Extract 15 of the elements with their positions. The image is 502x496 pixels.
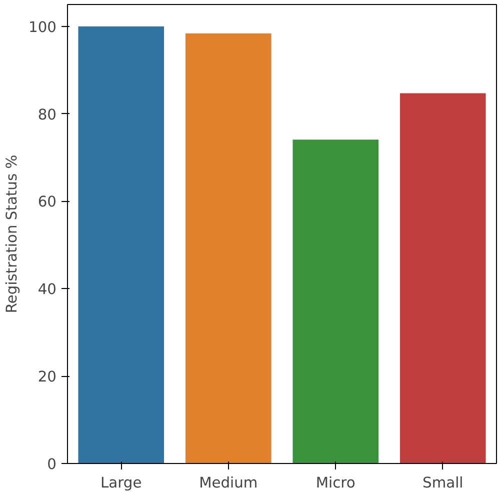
y-tick-label: 100 <box>28 18 57 36</box>
y-tick-label: 0 <box>47 456 57 473</box>
bar <box>185 33 272 464</box>
x-tick-label: Small <box>422 474 464 492</box>
bar <box>292 140 379 464</box>
x-tick-label: Medium <box>199 474 258 492</box>
bar <box>400 93 486 464</box>
y-tick-label: 60 <box>38 194 57 211</box>
y-tick-label: 40 <box>38 281 57 298</box>
y-tick-label: 80 <box>38 106 57 124</box>
y-tick-label: 20 <box>38 368 57 386</box>
bar <box>78 26 164 464</box>
x-tick-label: Micro <box>316 474 356 492</box>
x-tick-label: Large <box>100 474 142 492</box>
y-axis-title: Registration Status % <box>4 154 21 314</box>
